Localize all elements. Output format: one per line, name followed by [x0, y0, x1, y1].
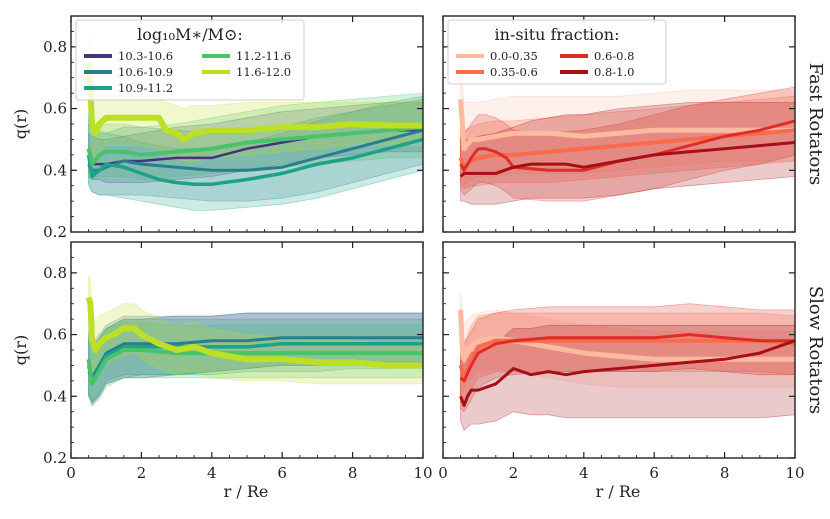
plot-area [85, 275, 423, 407]
x-tick-label: 4 [207, 464, 217, 482]
y-axis-label-top: q(r) [11, 109, 30, 139]
series-line-0.8-1.0 [459, 141, 795, 178]
x-tick-label: 6 [277, 464, 287, 482]
panel-slow-mass: 0 2 4 6 8 10 0.2 0.4 0.6 0.8 [43, 241, 433, 482]
panel-fast-insitu [442, 15, 796, 233]
y-tick-label: 0.2 [43, 449, 67, 467]
x-tick-label: 4 [579, 464, 589, 482]
legends: log₁₀M∗/M⊙: 10.3-10.6 10.6-10.9 10.9-11.2 11… [75, 19, 667, 101]
y-tick-label: 0.4 [43, 387, 67, 405]
x-tick-label: 2 [509, 464, 519, 482]
legend-frame [75, 19, 305, 101]
legend-in-situ-fraction: in-situ fraction: 0.0-0.35 0.35-0.6 0.6-0.8… [447, 19, 667, 85]
band-0.35-0.6 [460, 95, 795, 190]
y-tick-label: 0.8 [43, 38, 67, 56]
series-line-0.6-0.8 [459, 333, 795, 383]
x-tick-label: 10 [785, 464, 804, 482]
y-tick-label: 0.2 [43, 223, 67, 241]
legend-frame [447, 19, 667, 85]
x-tick-label: 0 [66, 464, 76, 482]
panel-fast-mass: 0.2 0.4 0.6 0.8 [43, 15, 424, 241]
plot-area [458, 52, 795, 205]
series-line-11.2-11.6 [86, 348, 423, 386]
series-line-11.6-12.0 [85, 296, 423, 369]
y-tick-label: 0.6 [43, 326, 67, 344]
x-axis-label-right: r / Re [596, 482, 641, 501]
series-line-0.0-0.35 [458, 99, 795, 152]
legend-entry-label: 0.0-0.35 [490, 49, 538, 63]
panel-slow-insitu: 0 2 4 6 8 10 [438, 241, 805, 482]
legend-entry-label: 0.6-0.8 [594, 49, 634, 63]
series-line-0.8-1.0 [459, 339, 795, 407]
series-line-11.6-12.0 [85, 62, 423, 143]
x-tick-label: 8 [720, 464, 730, 482]
x-tick-label: 8 [348, 464, 358, 482]
band-0.8-1.0 [460, 324, 795, 431]
series-line-11.2-11.6 [86, 125, 423, 167]
legend-entry-label: 0.35-0.6 [490, 65, 538, 79]
panels: 0.2 0.4 0.6 0.8 0 2 4 6 8 10 0.2 0.4 0.6 0.8 0 2 4 6 8 10 [43, 15, 805, 482]
y-axis-label-bottom: q(r) [11, 335, 30, 365]
row-label-slow-rotators: Slow Rotators [805, 286, 826, 414]
series-line-10.9-11.2 [86, 137, 423, 186]
x-tick-label: 0 [438, 464, 448, 482]
x-tick-label: 10 [413, 464, 432, 482]
y-tick-label: 0.8 [43, 264, 67, 282]
legend-title: in-situ fraction: [495, 25, 620, 44]
plot-area [458, 291, 795, 431]
legend-stellar-mass: log₁₀M∗/M⊙: 10.3-10.6 10.6-10.9 10.9-11.2 11… [75, 19, 305, 101]
x-tick-label: 2 [137, 464, 147, 482]
legend-entry-label: 10.3-10.6 [118, 49, 173, 63]
x-axis-label-left: r / Re [224, 482, 269, 501]
legend-entry-label: 10.6-10.9 [118, 65, 173, 79]
legend-entry-label: 0.8-1.0 [594, 65, 634, 79]
series-line-0.35-0.6 [458, 338, 795, 380]
band-11.6-12.0 [88, 275, 423, 385]
y-tick-label: 0.4 [43, 161, 67, 179]
legend-entry-label: 11.6-12.0 [236, 65, 291, 79]
legend-entry-label: 11.2-11.6 [236, 49, 291, 63]
plot-area [85, 34, 423, 211]
row-label-fast-rotators: Fast Rotators [805, 63, 826, 185]
y-tick-label: 0.6 [43, 100, 67, 118]
legend-entry-label: 10.9-11.2 [118, 81, 173, 95]
legend-title: log₁₀M∗/M⊙: [137, 25, 243, 44]
x-tick-label: 6 [649, 464, 659, 482]
series-line-0.6-0.8 [459, 119, 795, 172]
